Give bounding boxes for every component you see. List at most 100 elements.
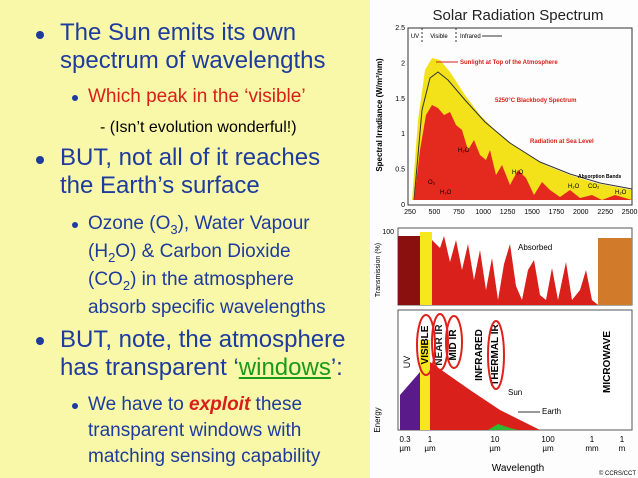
bullet [72, 222, 78, 228]
highlight-ring [416, 314, 436, 376]
plot-frame [407, 27, 633, 206]
sub-sub-point-text: - (Isn’t evolution wonderful!) [100, 119, 297, 136]
highlight-ring [431, 313, 449, 371]
visible-area [420, 340, 430, 430]
sea-level-area [414, 105, 632, 200]
point-text: BUT, not all of it reaches [60, 144, 321, 171]
text: ), Water Vapour [177, 213, 310, 234]
annotation: Radiation at Sea Level [530, 139, 594, 145]
text: ’: [330, 354, 343, 381]
subscript: 2 [122, 277, 131, 293]
bullet [72, 403, 78, 409]
sub-point-text: Which peak in the ‘visible’ [88, 86, 306, 107]
x-tick-label: µm [399, 444, 411, 453]
annotation: Absorption Bands [578, 174, 622, 180]
molecule: O₃ [428, 180, 436, 186]
text: O) & Carbon Dioxide [115, 241, 291, 262]
y-axis-label: Spectral Irradiance (W/m²/nm) [375, 58, 384, 172]
highlight-ring [487, 320, 505, 390]
text: (CO [88, 269, 123, 290]
highlight-ring [445, 315, 463, 369]
tick-label: 100 [382, 229, 394, 236]
sub-point-text: transparent windows with [88, 420, 302, 441]
x-tick-label: 1 [620, 435, 625, 444]
x-tick-label: 500 [429, 209, 441, 216]
text: (H [88, 241, 109, 262]
point-text: BUT, note, the atmosphere [60, 326, 346, 353]
y-tick-label: 0 [401, 202, 405, 209]
transmission-area [432, 236, 598, 305]
region-label: MICROWAVE [602, 331, 613, 393]
y-axis-label: Energy [373, 407, 382, 432]
y-tick-label: 1.5 [395, 96, 405, 103]
x-tick-label: 2500 [622, 209, 638, 216]
molecule: CO₂ [588, 184, 600, 190]
molecule: H₂O [440, 190, 452, 196]
x-tick-label: 1500 [524, 209, 540, 216]
text: has transparent ‘ [60, 354, 239, 381]
x-tick-label: 2000 [573, 209, 589, 216]
sub-point-line: (H2O) & Carbon Dioxide [88, 242, 291, 264]
bullet [36, 337, 44, 345]
text: absorb specific wavelengths [88, 297, 326, 318]
region-label: INFRARED [474, 329, 485, 381]
blackbody-curve [413, 71, 633, 201]
x-tick-label: µm [542, 444, 554, 453]
sub-point-line: (CO2) in the atmosphere [88, 270, 294, 292]
bullet [36, 31, 44, 39]
source-label: Earth [542, 407, 561, 416]
x-tick-label: 0.3 [399, 435, 411, 444]
band-label: UV [411, 34, 419, 40]
x-tick-label: 1000 [475, 209, 491, 216]
x-tick-label: 250 [404, 209, 416, 216]
molecule: H₂O [615, 190, 627, 196]
x-tick-label: m [619, 444, 626, 453]
x-tick-label: 750 [453, 209, 465, 216]
molecule: H₂O [458, 148, 470, 154]
x-tick-label: 2250 [597, 209, 613, 216]
point-text: The Sun emits its own [60, 19, 297, 46]
x-tick-label: 10 [491, 435, 500, 444]
bullet [72, 95, 78, 101]
molecule: H₂O [568, 184, 580, 190]
y-tick-label: 0.5 [395, 167, 405, 174]
highlight: windows [238, 354, 331, 381]
text: Ozone (O [88, 213, 171, 234]
visible-window [420, 232, 432, 305]
y-tick-label: 2.5 [395, 25, 405, 32]
region-label: VISIBLE [420, 325, 431, 364]
x-tick-label: 1 [590, 435, 595, 444]
annotation: Sunlight at Top of the Atmosphere [460, 60, 558, 66]
absorbed-block [598, 238, 632, 305]
source-label: Sun [508, 388, 522, 397]
credit: © CCRS/CCT [599, 470, 636, 477]
text: these [250, 394, 303, 415]
text: We have to [88, 394, 190, 415]
point-text: the Earth’s surface [60, 172, 260, 199]
subscript: 2 [108, 249, 116, 265]
figure-title: Solar Radiation Spectrum [433, 7, 604, 24]
point-line: has transparent ‘windows’: [60, 356, 343, 380]
sub-point-text: matching sensing capability [88, 446, 321, 467]
annotation: 5250°C Blackbody Spectrum [495, 98, 576, 104]
y-tick-label: 2 [401, 60, 405, 67]
region-label: MID IR [448, 329, 459, 361]
absorption-block [398, 236, 420, 305]
x-tick-label: 1750 [549, 209, 565, 216]
subscript: 3 [170, 221, 178, 237]
point-text: spectrum of wavelengths [60, 47, 326, 74]
emphasis: exploit [189, 394, 251, 415]
x-tick-label: 100 [541, 435, 555, 444]
band-label: Visible [430, 34, 448, 40]
band-label: Infrared [460, 34, 481, 40]
y-tick-label: 1 [401, 131, 405, 138]
sub-point-line: We have to exploit these [88, 395, 302, 414]
earth-curve [488, 424, 518, 430]
region-label: NEAR IR [434, 324, 445, 366]
label: Absorbed [518, 243, 552, 252]
x-tick-label: µm [489, 444, 501, 453]
sun-curve [430, 362, 540, 430]
x-axis-label: Wavelength [492, 463, 544, 474]
molecule: H₂O [512, 170, 524, 176]
